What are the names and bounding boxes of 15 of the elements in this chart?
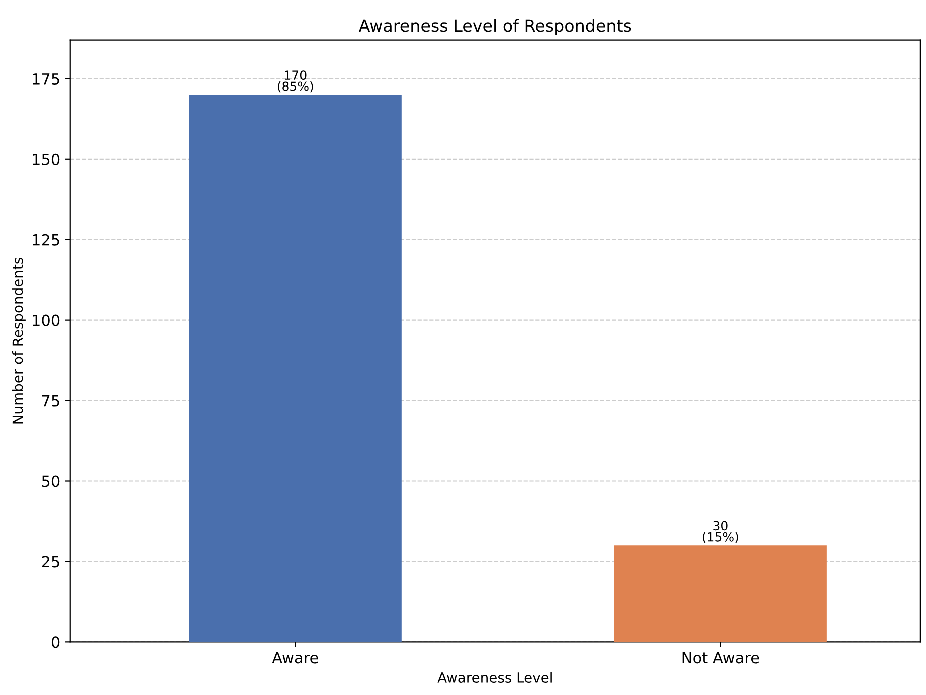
y-axis-title: Number of Respondents — [12, 258, 26, 424]
x-tick-label: Aware — [272, 652, 318, 664]
y-tick-label: 0 — [52, 636, 60, 648]
y-tick-label: 150 — [33, 154, 60, 166]
x-tick-label: Not Aware — [682, 652, 760, 664]
y-tick-label: 100 — [33, 314, 60, 326]
y-tick-label: 125 — [33, 234, 60, 246]
y-tick-label: 25 — [42, 556, 60, 568]
data-label: 30 (15%) — [702, 521, 738, 544]
y-tick-label: 50 — [42, 476, 60, 488]
x-axis-title: Awareness Level — [438, 672, 552, 683]
chart-title: Awareness Level of Respondents — [358, 19, 632, 36]
y-tick-label: 175 — [33, 74, 60, 85]
y-tick-label: 75 — [42, 395, 60, 407]
data-label: 170 (85%) — [278, 70, 314, 93]
